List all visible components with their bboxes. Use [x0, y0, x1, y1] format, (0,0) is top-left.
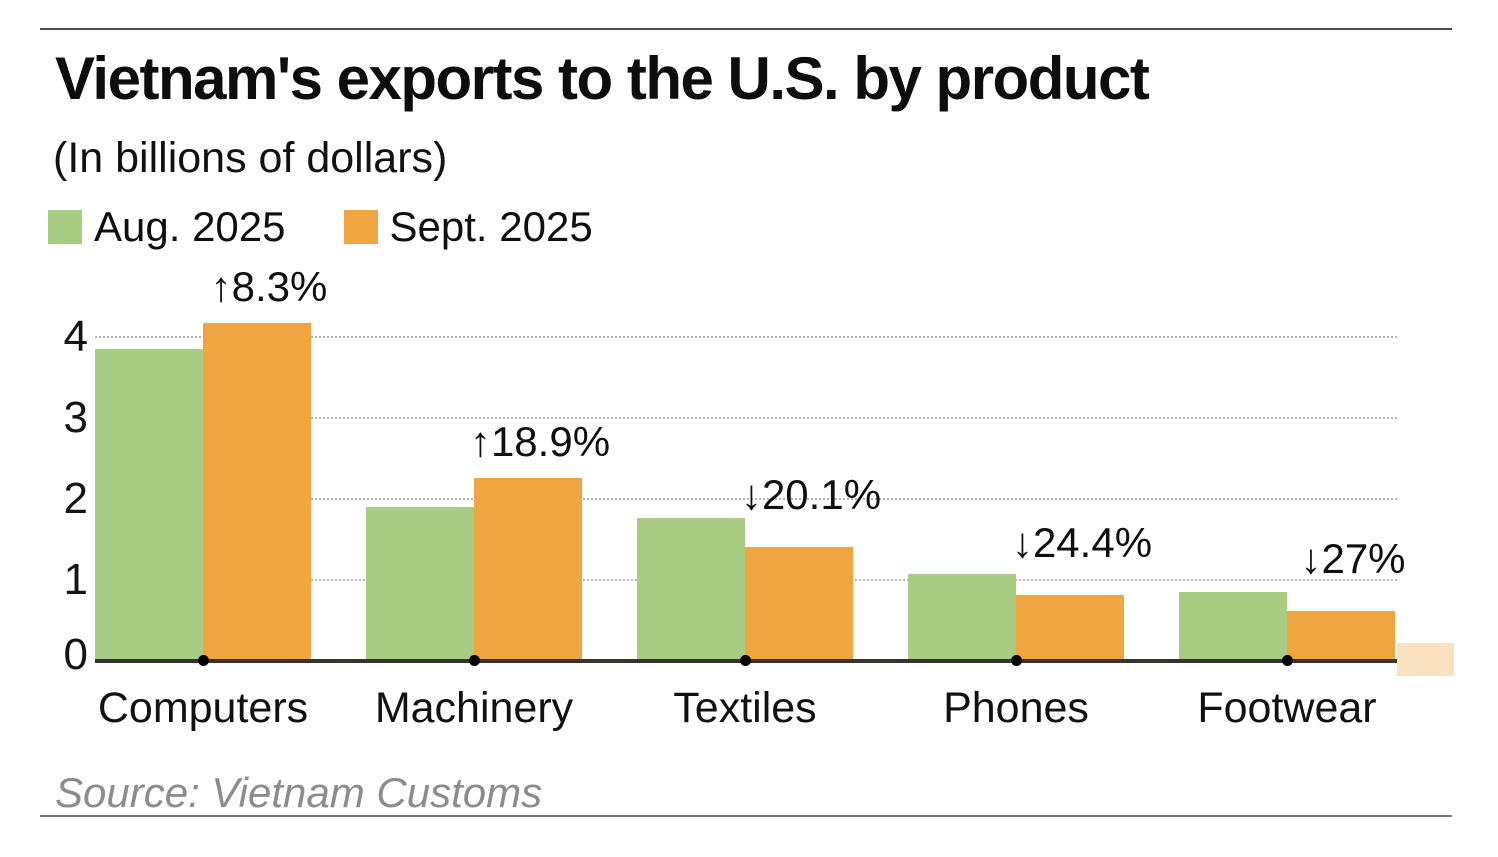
- bar-sept-2025-machinery: [474, 478, 582, 661]
- y-axis-tick-0: 0: [63, 630, 88, 679]
- x-axis-label-computers: Computers: [97, 684, 309, 732]
- bar-sept-2025-footwear: [1287, 611, 1395, 661]
- gridline-4: [95, 336, 1397, 338]
- annotation-textiles: ↓20.1%: [740, 470, 882, 518]
- chart-legend: Aug. 2025 Sept. 2025: [48, 203, 593, 251]
- y-axis-tick-1: 1: [63, 555, 88, 604]
- annotation-footwear: ↓27%: [1300, 534, 1406, 582]
- gridline-2: [95, 498, 1397, 500]
- gridline-3: [95, 417, 1397, 419]
- y-axis-tick-3: 3: [63, 393, 88, 442]
- chart-title: Vietnam's exports to the U.S. by product: [55, 45, 1150, 112]
- legend-item-aug-2025: Aug. 2025: [48, 203, 286, 251]
- axis-tick-dot-computers: [198, 655, 209, 666]
- legend-swatch-aug-2025: [48, 210, 82, 244]
- y-axis-tick-4: 4: [63, 312, 88, 361]
- axis-tick-dot-phones: [1011, 655, 1022, 666]
- x-axis-label-textiles: Textiles: [673, 684, 817, 732]
- bar-aug-2025-textiles: [637, 518, 745, 661]
- y-axis-tick-2: 2: [63, 474, 88, 523]
- axis-tick-dot-footwear: [1282, 655, 1293, 666]
- x-axis-label-phones: Phones: [943, 684, 1089, 732]
- bar-aug-2025-machinery: [366, 507, 474, 661]
- legend-swatch-sept-2025: [343, 210, 378, 244]
- chart-subtitle: (In billions of dollars): [53, 134, 448, 182]
- x-axis-label-footwear: Footwear: [1197, 684, 1377, 732]
- bottom-divider: [40, 815, 1452, 817]
- bar-aug-2025-footwear: [1179, 592, 1287, 661]
- axis-tick-dot-textiles: [740, 655, 751, 666]
- legend-item-sept-2025: Sept. 2025: [343, 203, 593, 251]
- axis-tick-dot-machinery: [469, 655, 480, 666]
- legend-label-aug-2025: Aug. 2025: [94, 203, 286, 250]
- annotation-computers: ↑8.3%: [210, 263, 328, 311]
- bar-sept-2025-computers: [203, 323, 311, 661]
- annotation-phones: ↓24.4%: [1011, 519, 1153, 567]
- top-divider: [40, 28, 1452, 30]
- bar-aug-2025-computers: [95, 349, 203, 661]
- edge-artifact: [1397, 643, 1454, 676]
- x-axis-label-machinery: Machinery: [374, 684, 574, 732]
- bar-aug-2025-phones: [908, 574, 1016, 661]
- bar-sept-2025-phones: [1016, 595, 1124, 661]
- source-credit: Source: Vietnam Customs: [55, 769, 543, 816]
- legend-label-sept-2025: Sept. 2025: [389, 203, 593, 250]
- annotation-machinery: ↑18.9%: [469, 417, 611, 465]
- bar-sept-2025-textiles: [745, 547, 853, 661]
